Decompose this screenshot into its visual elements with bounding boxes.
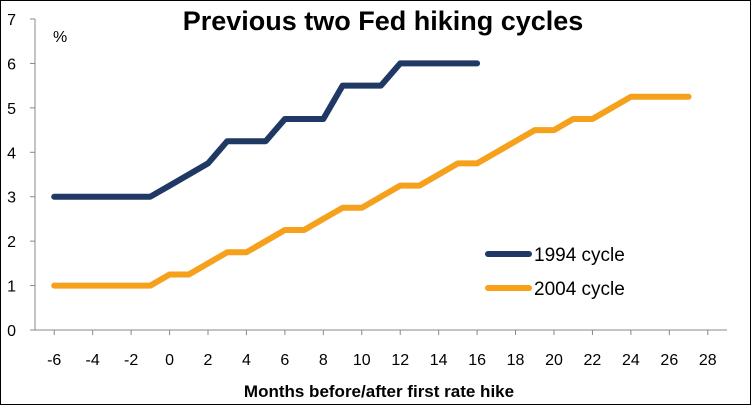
x-tick-label: 6 — [280, 352, 289, 369]
x-tick-label: 12 — [391, 352, 409, 369]
legend-label-1: 2004 cycle — [534, 279, 625, 300]
x-tick-label: 10 — [353, 352, 371, 369]
x-tick-label: 8 — [319, 352, 328, 369]
x-tick-label: 0 — [165, 352, 174, 369]
x-tick-label: 26 — [660, 352, 678, 369]
series-line-1 — [51, 93, 692, 289]
legend-label-0: 1994 cycle — [534, 245, 625, 266]
x-tick-label: 28 — [699, 352, 717, 369]
x-tick-label: -4 — [86, 352, 100, 369]
y-tick-label: 5 — [7, 101, 16, 118]
y-tick-label: 7 — [7, 12, 16, 29]
x-tick-label: 14 — [430, 352, 448, 369]
x-tick-label: 2 — [204, 352, 213, 369]
x-tick-label: -2 — [124, 352, 138, 369]
y-axis: 0 1 2 3 4 5 6 7 — [7, 12, 36, 340]
x-tick-label: 24 — [622, 352, 640, 369]
x-tick-label: 16 — [468, 352, 486, 369]
x-axis-title: Months before/after first rate hike — [244, 382, 514, 401]
x-tick-label: 18 — [507, 352, 525, 369]
x-tick-label: 4 — [242, 352, 251, 369]
y-tick-label: 0 — [7, 323, 16, 340]
chart-title: Previous two Fed hiking cycles — [183, 6, 584, 36]
y-tick-label: 2 — [7, 234, 16, 251]
y-tick-label: 3 — [7, 190, 16, 207]
x-tick-label: 20 — [545, 352, 563, 369]
series-layer — [51, 60, 692, 289]
x-tick-label: 22 — [584, 352, 602, 369]
y-tick-label: 6 — [7, 56, 16, 73]
legend: 1994 cycle 2004 cycle — [485, 245, 625, 300]
x-axis: -6 -4 -2 0 2 4 6 8 10 12 14 16 18 20 22 24 26 28 — [35, 329, 727, 369]
y-tick-label: 1 — [7, 279, 16, 296]
x-tick-label: -6 — [47, 352, 61, 369]
series-line-0 — [51, 60, 481, 200]
y-axis-unit: % — [53, 29, 67, 46]
y-tick-label: 4 — [7, 145, 16, 162]
